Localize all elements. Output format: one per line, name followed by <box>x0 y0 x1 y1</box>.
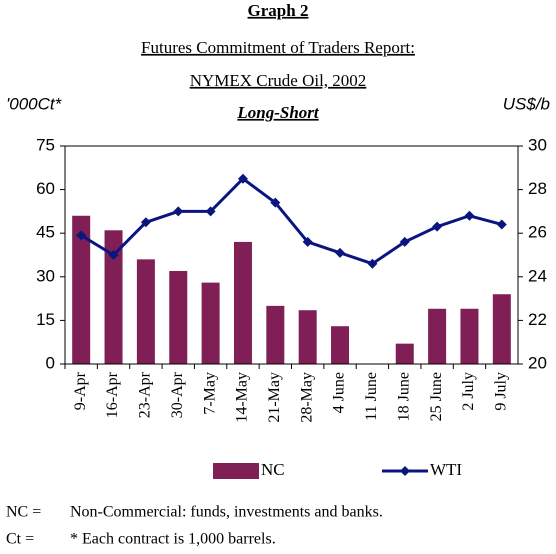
marker <box>432 221 443 232</box>
x-tick-label: 14-May <box>234 372 251 423</box>
x-tick-label: 16-Apr <box>104 371 121 418</box>
chart-title: Graph 2 <box>248 1 309 20</box>
line <box>80 176 503 266</box>
y2-tick-label: 24 <box>528 266 547 285</box>
marker <box>367 258 378 269</box>
x-tick-label: 25 June <box>428 372 445 421</box>
note-key: NC = <box>6 504 41 521</box>
bar <box>104 230 123 364</box>
y2-tick-label: 30 <box>528 135 547 154</box>
x-tick-label: 30-Apr <box>169 371 186 418</box>
legend-marker <box>400 466 410 476</box>
x-tick-label: 11 June <box>363 372 380 421</box>
y-axis-label: '000Ct* <box>6 94 63 113</box>
bar <box>136 259 155 364</box>
bar <box>460 308 479 364</box>
bar <box>72 215 91 364</box>
y-tick-label: 30 <box>36 266 55 285</box>
bar <box>266 305 285 364</box>
x-tick-label: 7-May <box>201 372 218 415</box>
x-tick-label: 23-Apr <box>137 371 154 418</box>
x-tick-label: 2 July <box>460 372 477 411</box>
chart-subtitle: NYMEX Crude Oil, 2002 <box>190 71 367 90</box>
bar <box>298 310 317 364</box>
marker <box>205 206 216 217</box>
chart-subtitle: Futures Commitment of Traders Report: <box>141 38 415 57</box>
marker <box>270 197 281 208</box>
marker <box>496 219 507 230</box>
y2-tick-label: 20 <box>528 353 547 372</box>
marker <box>335 247 346 258</box>
marker <box>140 217 151 228</box>
bar <box>169 270 188 364</box>
y-tick-label: 75 <box>36 135 55 154</box>
y-tick-label: 15 <box>36 310 55 329</box>
x-tick-label: 21-May <box>266 372 283 423</box>
legend-label: WTI <box>430 460 462 479</box>
marker <box>302 236 313 247</box>
y-tick-label: 45 <box>36 223 55 242</box>
y2-tick-label: 22 <box>528 310 547 329</box>
x-tick-label: 18 June <box>395 372 412 421</box>
chart-subheading: Long-Short <box>236 103 320 122</box>
bar <box>395 343 414 364</box>
note-text: * Each contract is 1,000 barrels. <box>70 531 276 548</box>
y2-axis-label: US$/b <box>503 94 550 113</box>
bar <box>233 241 252 364</box>
note-key: Ct = <box>6 531 34 548</box>
bar <box>492 294 511 364</box>
marker <box>237 173 248 184</box>
legend-label: NC <box>261 460 285 479</box>
x-tick-label: 9 July <box>492 372 509 411</box>
bar <box>201 282 220 364</box>
marker <box>76 230 87 241</box>
marker <box>108 250 119 260</box>
marker <box>464 210 475 221</box>
marker <box>173 206 184 217</box>
x-tick-label: 9-Apr <box>72 371 89 410</box>
note-text: Non-Commercial: funds, investments and b… <box>70 504 383 521</box>
bar <box>428 308 447 364</box>
legend-swatch <box>213 463 259 479</box>
x-tick-label: 4 June <box>331 372 348 413</box>
y-tick-label: 0 <box>46 353 55 372</box>
y-tick-label: 60 <box>36 179 55 198</box>
bar <box>331 326 350 364</box>
x-tick-label: 28-May <box>298 372 315 423</box>
y2-tick-label: 28 <box>528 179 547 198</box>
marker <box>399 236 410 247</box>
y2-tick-label: 26 <box>528 223 547 242</box>
